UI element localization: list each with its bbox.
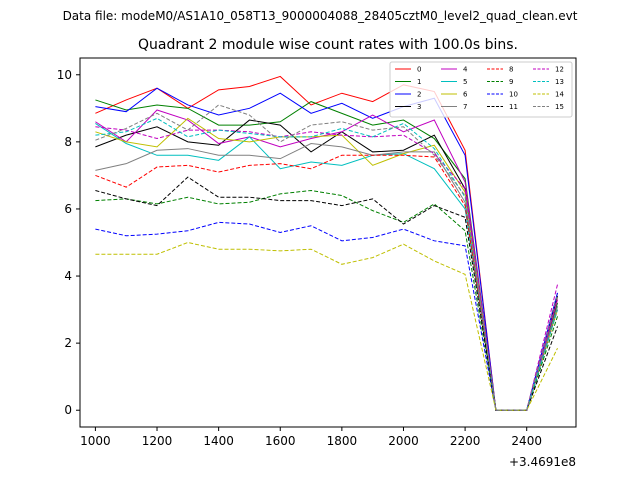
legend-label-12: 12 bbox=[555, 66, 564, 74]
legend-label-9: 9 bbox=[509, 78, 513, 86]
y-tick-label: 10 bbox=[57, 68, 72, 82]
y-tick-label: 8 bbox=[64, 135, 72, 149]
legend-label-10: 10 bbox=[509, 91, 518, 99]
y-tick-label: 4 bbox=[64, 269, 72, 283]
legend-label-2: 2 bbox=[417, 91, 421, 99]
series-line-4 bbox=[95, 109, 559, 411]
x-tick-label: 2200 bbox=[450, 434, 481, 448]
legend-label-1: 1 bbox=[417, 78, 421, 86]
series-line-15 bbox=[95, 104, 559, 411]
x-tick-label: 2000 bbox=[388, 434, 419, 448]
legend-label-4: 4 bbox=[463, 66, 468, 74]
x-tick-label: 1400 bbox=[203, 434, 234, 448]
series-line-10 bbox=[95, 221, 559, 411]
legend-label-6: 6 bbox=[463, 91, 468, 99]
y-tick-label: 0 bbox=[64, 403, 72, 417]
legend-label-0: 0 bbox=[417, 66, 421, 74]
series-line-11 bbox=[95, 176, 558, 411]
series-line-14 bbox=[95, 241, 558, 411]
plot-area bbox=[79, 57, 577, 428]
series-line-2 bbox=[95, 87, 559, 411]
legend-label-14: 14 bbox=[555, 91, 564, 99]
y-tick-label: 2 bbox=[64, 336, 72, 350]
x-tick-label: 1800 bbox=[327, 434, 358, 448]
legend-label-3: 3 bbox=[417, 103, 421, 111]
y-axis: 0 2 4 6 8 10 bbox=[57, 68, 80, 417]
legend-label-5: 5 bbox=[463, 78, 467, 86]
chart-title: Quadrant 2 module wise count rates with … bbox=[138, 37, 518, 53]
x-offset-label: +3.4691e8 bbox=[509, 455, 576, 469]
legend-label-8: 8 bbox=[509, 66, 513, 74]
legend-box bbox=[389, 61, 573, 118]
x-tick-label: 1000 bbox=[80, 434, 111, 448]
series-line-8 bbox=[95, 154, 558, 411]
x-tick-label: 1600 bbox=[265, 434, 296, 448]
suptitle: Data file: modeM0/AS1A10_058T13_90000040… bbox=[63, 9, 578, 23]
y-tick-label: 6 bbox=[64, 202, 72, 216]
legend-label-11: 11 bbox=[509, 103, 518, 111]
legend-label-13: 13 bbox=[555, 78, 564, 86]
series-line-9 bbox=[95, 189, 558, 411]
series-layer bbox=[95, 75, 559, 411]
legend-label-15: 15 bbox=[555, 103, 564, 111]
x-tick-label: 1200 bbox=[142, 434, 173, 448]
series-line-13 bbox=[95, 117, 558, 411]
x-tick-label: 2400 bbox=[511, 434, 542, 448]
x-axis: 1000 1200 1400 1600 1800 2000 2200 2400 bbox=[80, 427, 542, 448]
legend-label-7: 7 bbox=[463, 103, 467, 111]
